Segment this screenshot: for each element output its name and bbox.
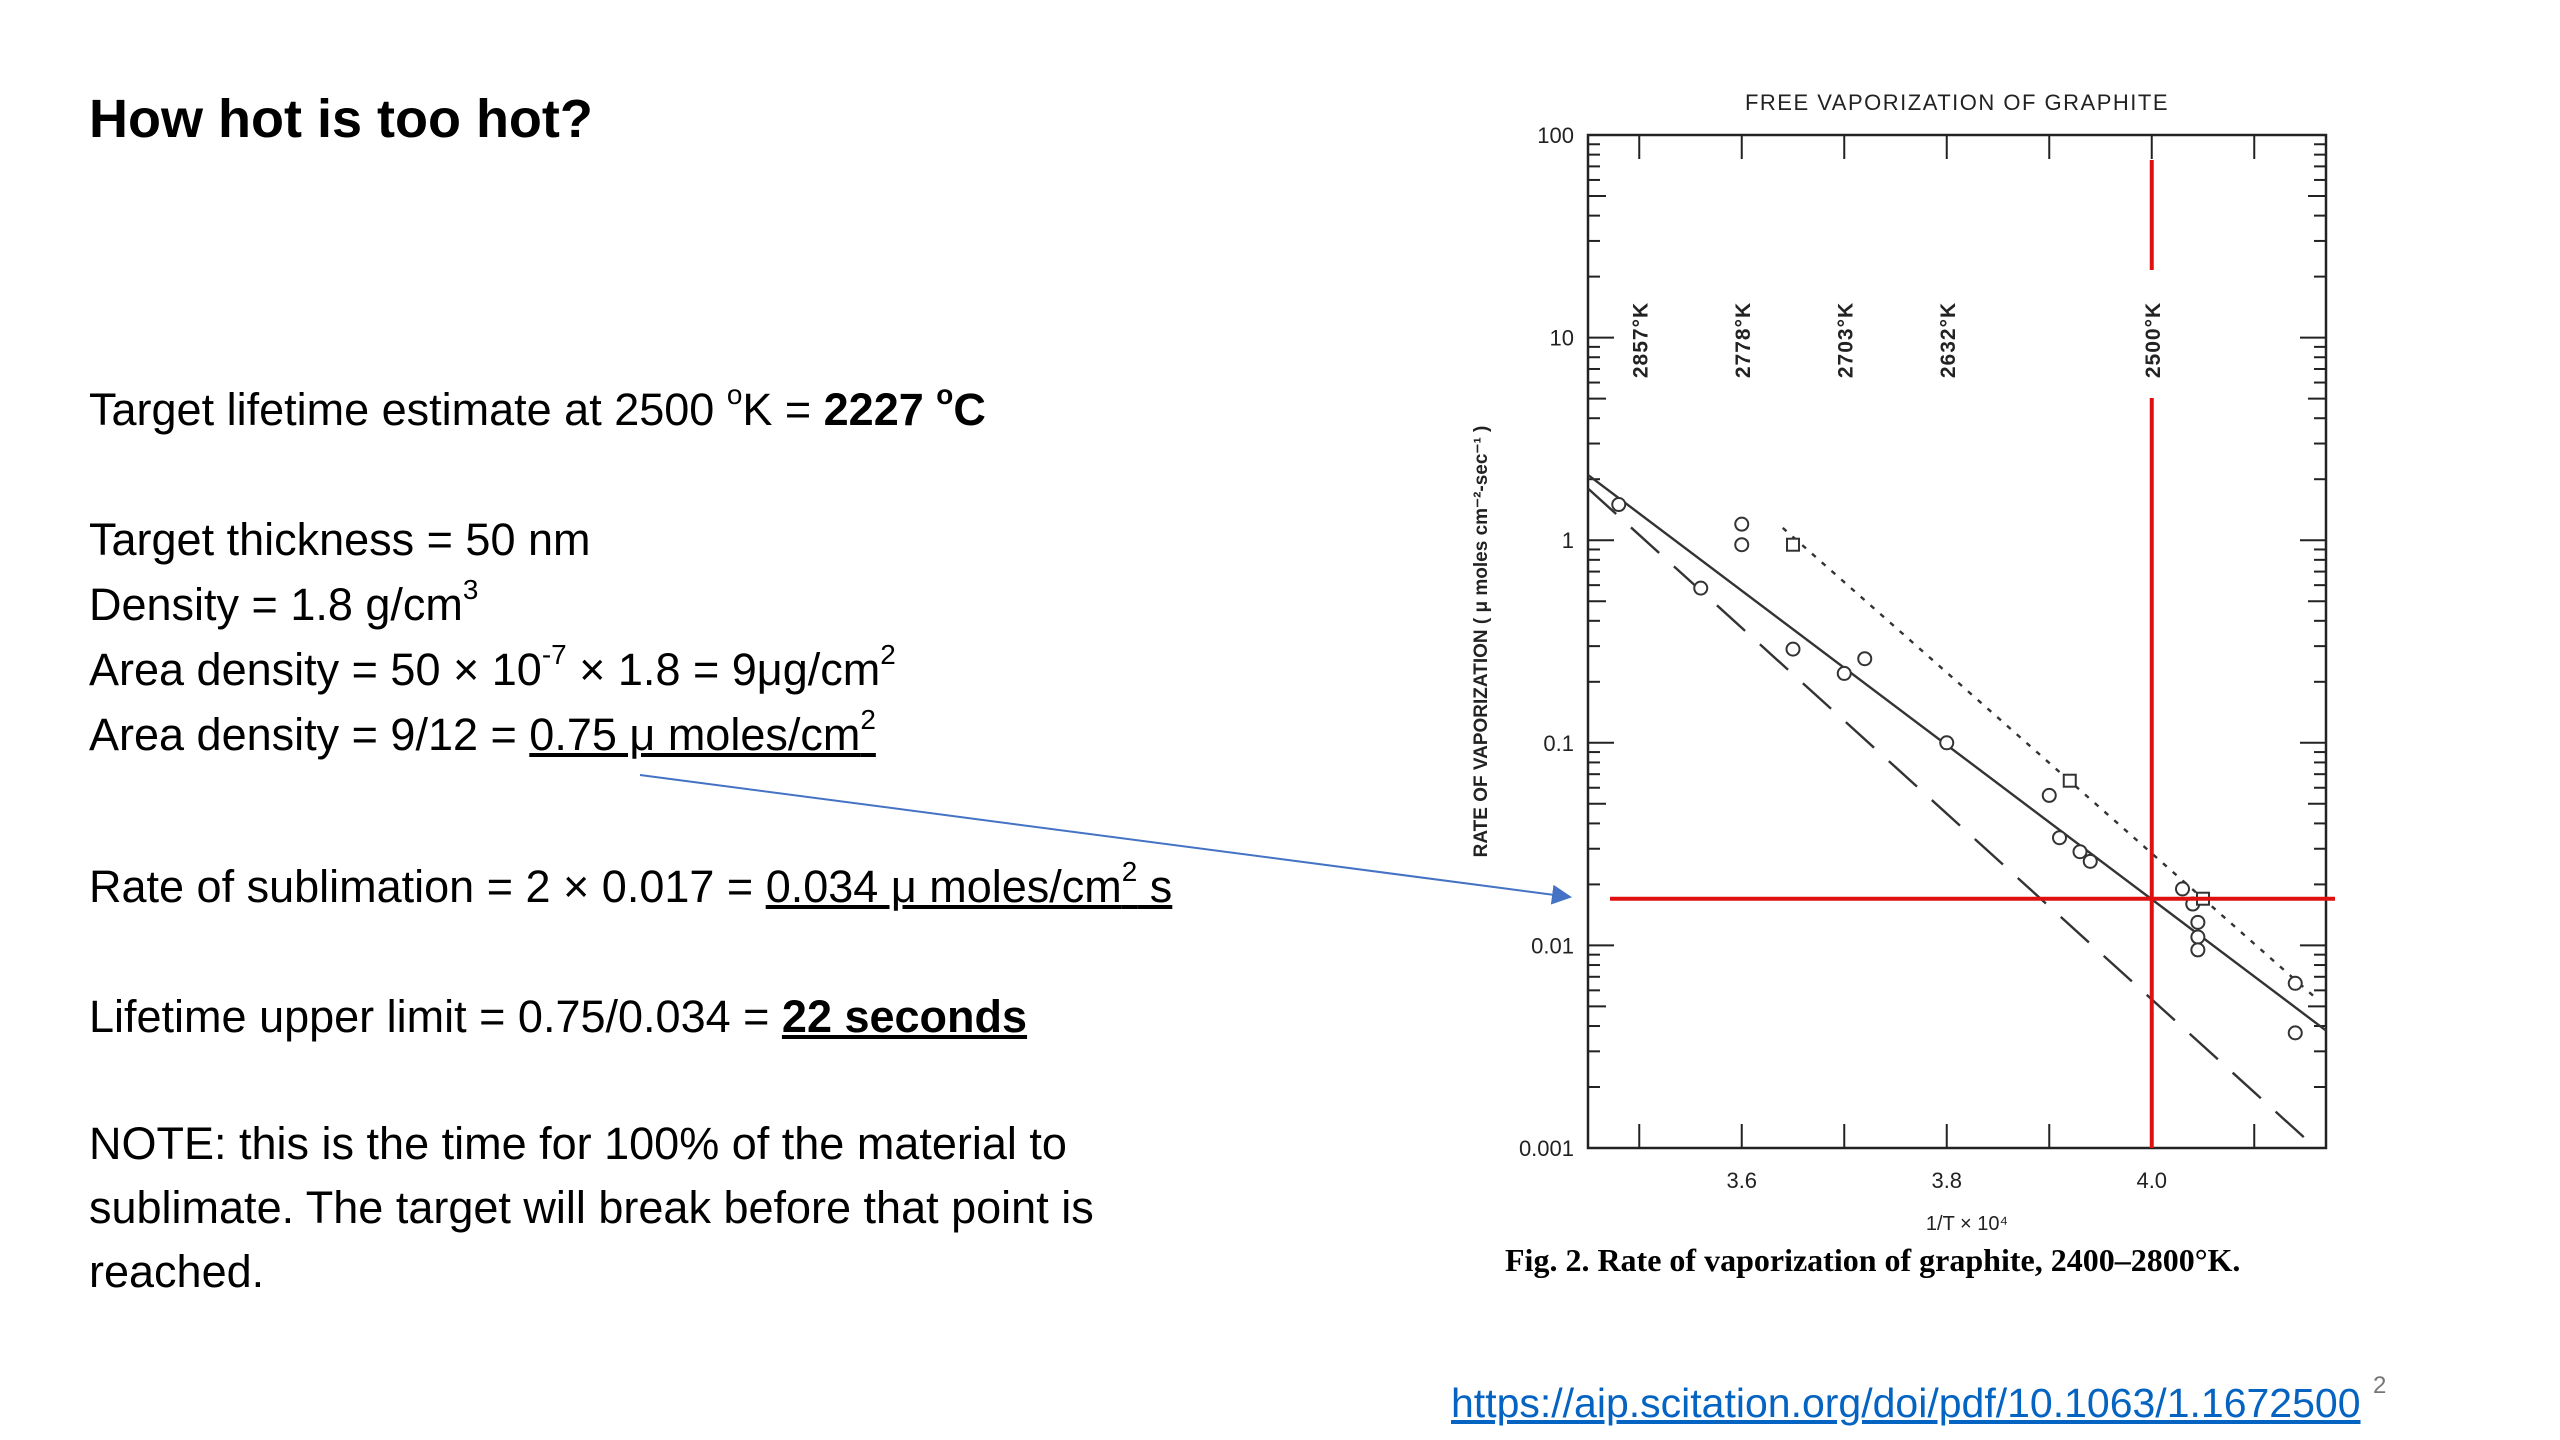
data-point — [1611, 497, 1627, 513]
area-density-1-exponent: -7 — [541, 639, 567, 671]
area-density-1-exponent2: 2 — [880, 639, 896, 671]
thickness-line: Target thickness = 50 nm — [89, 514, 591, 565]
x-tick-label: 4.0 — [2136, 1168, 2167, 1193]
rate-line: Rate of sublimation = 2 × 0.017 = 0.034 … — [89, 858, 1173, 914]
density-line: Density = 1.8 g/cm3 — [89, 576, 478, 632]
area-density-2-prefix: Area density = 9/12 = — [89, 709, 530, 760]
x-tick-label: 3.8 — [1931, 1168, 1962, 1193]
chart-title: FREE VAPORIZATION OF GRAPHITE — [1745, 90, 2169, 115]
lifetime-limit-value: 22 seconds — [781, 991, 1028, 1042]
area-density-2-value: 0.75 μ moles/cm — [529, 709, 861, 760]
data-point-square — [2062, 773, 2077, 788]
rate-value: 0.034 μ moles/cm — [765, 861, 1122, 912]
rate-exponent: 2 — [1121, 856, 1138, 888]
lifetime-estimate-prefix: Target lifetime estimate at 2500 — [89, 384, 727, 435]
data-point — [2072, 844, 2088, 860]
degree-symbol: o — [936, 379, 954, 411]
data-point — [2190, 942, 2206, 958]
temperature-label: 2500°K — [2142, 302, 2165, 378]
temperature-label: 2703°K — [1834, 302, 1857, 378]
series-line-dotted — [1781, 527, 2317, 999]
data-point — [1693, 580, 1709, 596]
area-density-1-result: × 1.8 = 9μg/cm — [566, 644, 881, 695]
data-point — [1836, 665, 1852, 681]
data-point — [1857, 651, 1873, 667]
y-axis-label: RATE OF VAPORIZATION ( μ moles cm⁻²-sec⁻… — [1471, 426, 1492, 858]
y-tick-label: 0.01 — [1531, 933, 1574, 958]
plot-frame — [1586, 133, 2328, 1150]
lifetime-estimate-mid: K = — [742, 384, 824, 435]
data-point — [2287, 975, 2303, 991]
temperature-label: 2857°K — [1629, 302, 1652, 378]
data-point — [2190, 914, 2206, 930]
slide-title: How hot is too hot? — [89, 89, 593, 149]
lifetime-estimate-unit: C — [953, 384, 986, 435]
degree-symbol: o — [726, 379, 743, 411]
area-density-line-2: Area density = 9/12 = 0.75 μ moles/cm2 — [89, 706, 876, 762]
data-point — [1785, 641, 1801, 657]
x-tick-label: 3.6 — [1726, 1168, 1757, 1193]
data-point — [2041, 787, 2057, 803]
temperature-label: 2632°K — [1937, 302, 1960, 378]
temperature-label: 2778°K — [1732, 302, 1755, 378]
data-point — [2190, 929, 2206, 945]
y-tick-label: 100 — [1537, 123, 1574, 148]
area-density-line-1: Area density = 50 × 10-7 × 1.8 = 9μg/cm2 — [89, 641, 896, 697]
lifetime-limit-prefix: Lifetime upper limit = 0.75/0.034 = — [89, 991, 782, 1042]
figure-caption: Fig. 2. Rate of vaporization of graphite… — [1505, 1242, 2241, 1278]
annotation-arrow — [639, 774, 1572, 905]
data-point — [2052, 830, 2067, 846]
lifetime-estimate-line: Target lifetime estimate at 2500 oK = 22… — [89, 381, 986, 437]
lifetime-estimate-value: 2227 — [823, 384, 937, 435]
series-line-solid — [1587, 473, 2327, 1032]
data-point — [2082, 853, 2098, 869]
data-point — [1734, 537, 1750, 553]
density-exponent: 3 — [462, 574, 479, 606]
series-line-dashed — [1587, 487, 2317, 1149]
data-point — [2175, 881, 2190, 897]
data-point — [1734, 516, 1750, 532]
source-link[interactable]: https://aip.scitation.org/doi/pdf/10.106… — [1451, 1380, 2361, 1426]
data-point — [2287, 1025, 2303, 1041]
area-density-1-text: Area density = 50 × 10 — [89, 644, 542, 695]
data-point — [1939, 735, 1955, 751]
rate-prefix: Rate of sublimation = 2 × 0.017 = — [89, 861, 766, 912]
note-paragraph: NOTE: this is the time for 100% of the m… — [89, 1118, 1094, 1297]
page-number: 2 — [2373, 1372, 2387, 1399]
data-point-square — [1786, 537, 1800, 552]
rate-unit: s — [1137, 861, 1173, 912]
density-text: Density = 1.8 g/cm — [89, 579, 463, 630]
lifetime-limit-line: Lifetime upper limit = 0.75/0.034 = 22 s… — [89, 990, 1027, 1044]
y-tick-label: 10 — [1550, 326, 1574, 351]
y-tick-label: 1 — [1562, 528, 1574, 553]
y-tick-label: 0.1 — [1543, 731, 1574, 756]
x-axis-label: 1/T × 10⁴ — [1926, 1213, 2008, 1235]
y-tick-label: 0.001 — [1519, 1136, 1574, 1161]
area-density-2-exponent: 2 — [860, 704, 876, 736]
